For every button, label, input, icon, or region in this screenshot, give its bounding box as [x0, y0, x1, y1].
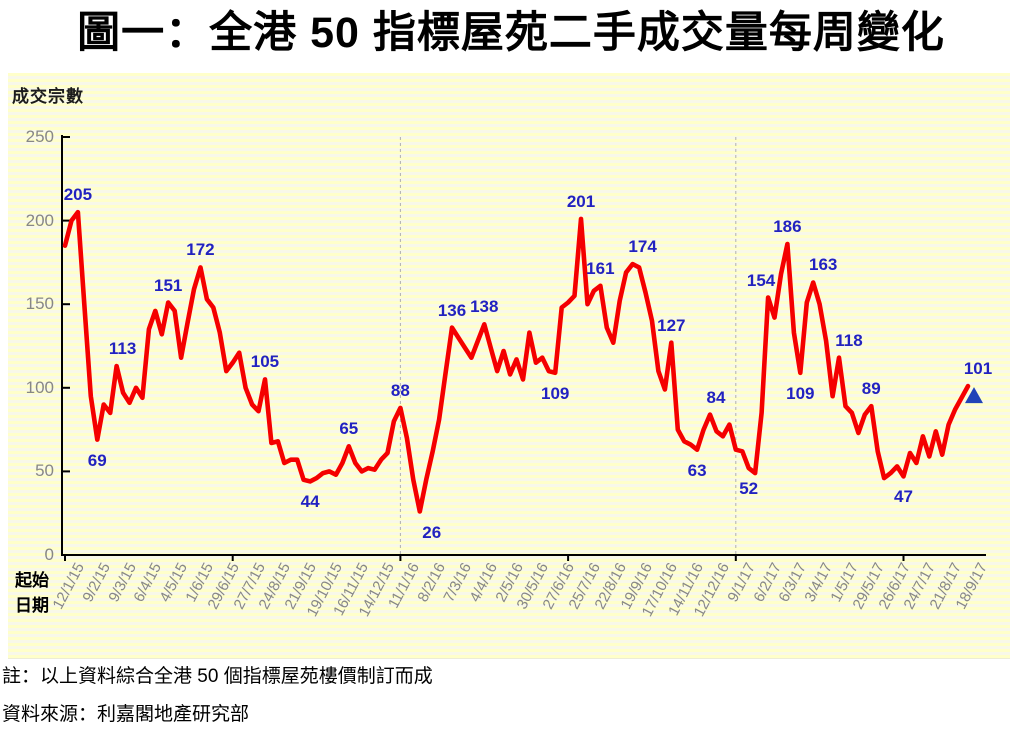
chart-title: 圖一：全港 50 指標屋苑二手成交量每周變化: [77, 9, 945, 57]
data-point-label: 101: [963, 359, 993, 379]
data-point-label: 109: [541, 383, 570, 403]
line-chart: [61, 135, 986, 561]
chart-panel: 成交宗數 0 50 100 150 200 250 12/1/15 9/2/15 9/3/15 6…: [8, 73, 1010, 659]
data-point-label: 186: [773, 217, 802, 236]
data-point-label: 136: [437, 300, 467, 320]
footnote: 註：以上資料綜合全港 50 個指標屋苑樓價制訂而成: [2, 666, 433, 687]
data-point-label: 205: [63, 185, 93, 205]
data-point-label: 109: [786, 383, 815, 403]
y-tick-label: 100: [25, 377, 54, 397]
latest-point-marker: [965, 387, 983, 404]
y-tick-label: 250: [25, 127, 54, 146]
data-point-label: 151: [154, 275, 183, 295]
y-tick-label: 200: [25, 210, 54, 230]
data-point-label: 52: [739, 479, 759, 499]
data-point-label: 65: [339, 419, 359, 439]
data-point-label: 47: [894, 487, 913, 507]
data-point-label: 161: [586, 258, 615, 278]
y-axis-title: 成交宗數: [12, 87, 84, 106]
data-point-label: 105: [250, 352, 280, 372]
data-point-label: 127: [657, 315, 686, 335]
data-point-label: 63: [687, 460, 707, 480]
data-point-label: 84: [706, 387, 726, 407]
data-point-label: 163: [809, 255, 838, 275]
source-note: 資料來源：利嘉閣地產研究部: [2, 704, 250, 725]
data-point-label: 201: [566, 191, 596, 211]
data-point-label: 172: [186, 240, 215, 260]
data-point-label: 69: [87, 450, 107, 470]
y-tick-label: 150: [25, 294, 54, 314]
data-point-label: 113: [108, 339, 137, 359]
data-point-label: 89: [861, 379, 881, 399]
y-tick-label: 50: [35, 461, 54, 481]
data-point-label: 118: [835, 330, 863, 350]
y-tick-label: 0: [44, 545, 54, 564]
x-axis-title: 起始日期: [15, 571, 49, 615]
data-point-label: 138: [470, 297, 499, 317]
data-point-label: 174: [628, 237, 657, 257]
data-point-label: 26: [422, 522, 442, 542]
data-point-label: 154: [746, 270, 776, 290]
series-line: [62, 209, 971, 514]
data-point-label: 44: [300, 492, 320, 512]
data-point-label: 88: [390, 380, 410, 400]
